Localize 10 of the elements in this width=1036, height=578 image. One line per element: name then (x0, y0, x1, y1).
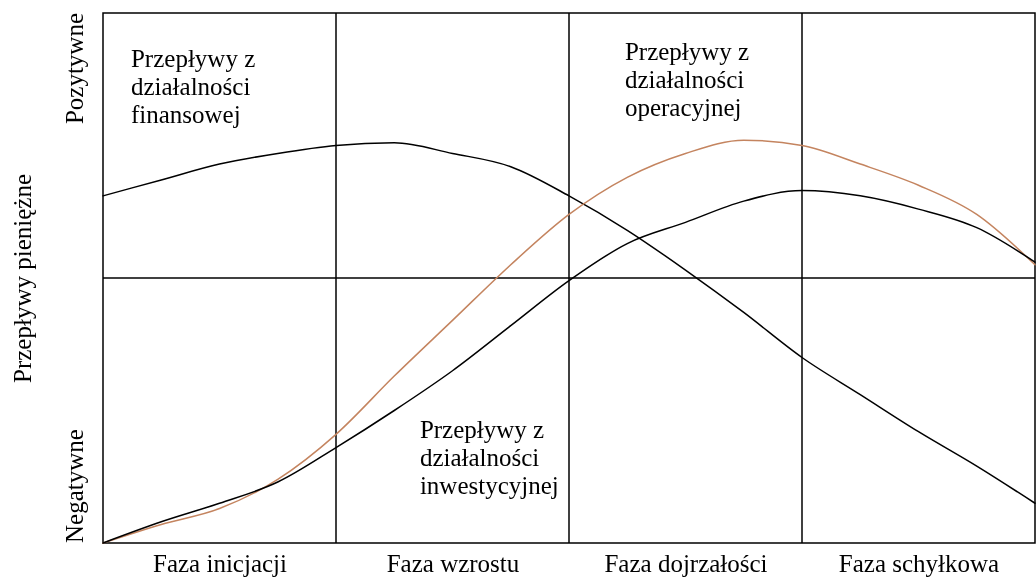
series-label: Przepływy z działalności finansowej (130, 45, 256, 129)
x-tick-label: Faza dojrzałości (604, 549, 768, 577)
x-tick-label: Faza inicjacji (153, 549, 288, 577)
text: Negatywne (61, 429, 88, 543)
x-tick-label: Faza schyłkowa (838, 549, 1000, 577)
y-axis-title: Przepływy pieniężne (8, 174, 36, 383)
series-label: Przepływy z działalności inwestycyjnej (419, 416, 559, 500)
text: Pozytywne (61, 13, 88, 125)
series-label: Przepływy z działalności operacyjnej (624, 37, 750, 121)
x-tick-label: Faza wzrostu (386, 549, 520, 577)
